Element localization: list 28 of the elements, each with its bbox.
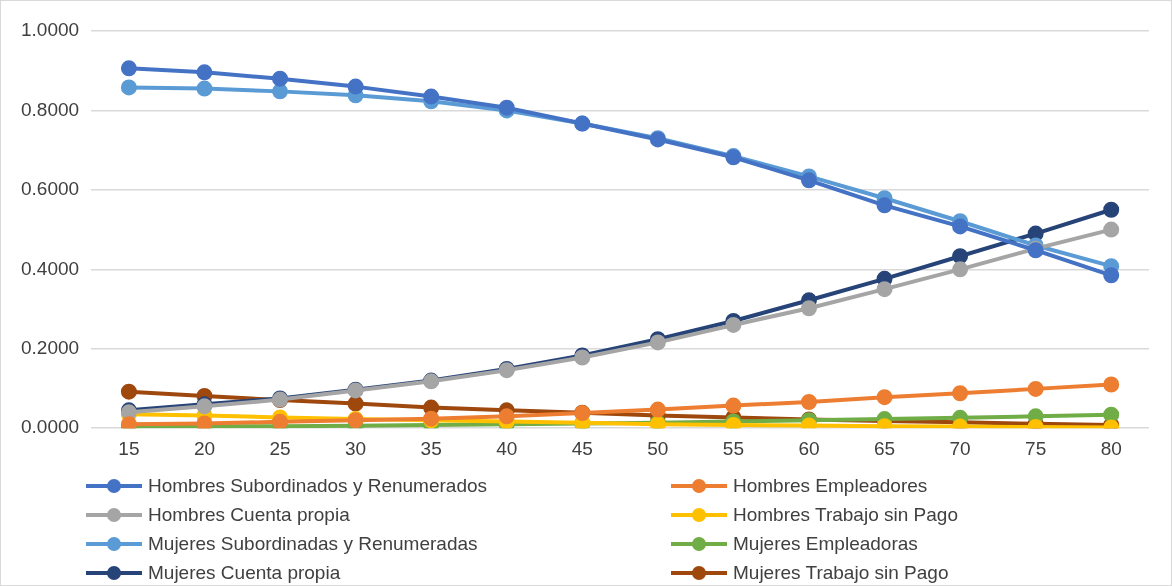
x-tick-label: 65 <box>873 437 896 459</box>
legend-label: Mujeres Empleadoras <box>733 533 918 555</box>
y-tick-label: 0.6000 <box>20 178 80 200</box>
x-tick-label: 75 <box>1025 437 1047 459</box>
x-tick-label: 15 <box>118 437 140 459</box>
legend-label: Mujeres Cuenta propia <box>148 562 341 584</box>
x-tick-label: 50 <box>647 437 669 459</box>
x-tick-label: 55 <box>722 437 744 459</box>
legend-label: Hombres Trabajo sin Pago <box>733 504 958 526</box>
x-tick-label: 35 <box>420 437 442 459</box>
legend-label: Mujeres Trabajo sin Pago <box>733 562 949 584</box>
x-tick-label: 60 <box>798 437 820 459</box>
x-tick-label: 45 <box>571 437 593 459</box>
x-tick-label: 70 <box>949 437 971 459</box>
x-tick-label: 20 <box>193 437 216 459</box>
y-tick-label: 0.8000 <box>20 98 80 120</box>
legend-label: Hombres Empleadores <box>733 475 928 497</box>
legend-label: Hombres Subordinados y Renumerados <box>148 475 488 497</box>
legend-label: Mujeres Subordinadas y Renumeradas <box>148 533 478 555</box>
y-tick-label: 0.2000 <box>20 336 80 358</box>
y-tick-label: 0.4000 <box>20 257 80 279</box>
x-tick-label: 40 <box>496 437 518 459</box>
x-tick-label: 25 <box>269 437 291 459</box>
y-tick-label: 1.0000 <box>20 19 80 41</box>
x-tick-label: 30 <box>345 437 367 459</box>
x-tick-label: 80 <box>1100 437 1122 459</box>
legend-label: Hombres Cuenta propia <box>148 504 350 526</box>
y-tick-label: 0.0000 <box>20 416 80 438</box>
